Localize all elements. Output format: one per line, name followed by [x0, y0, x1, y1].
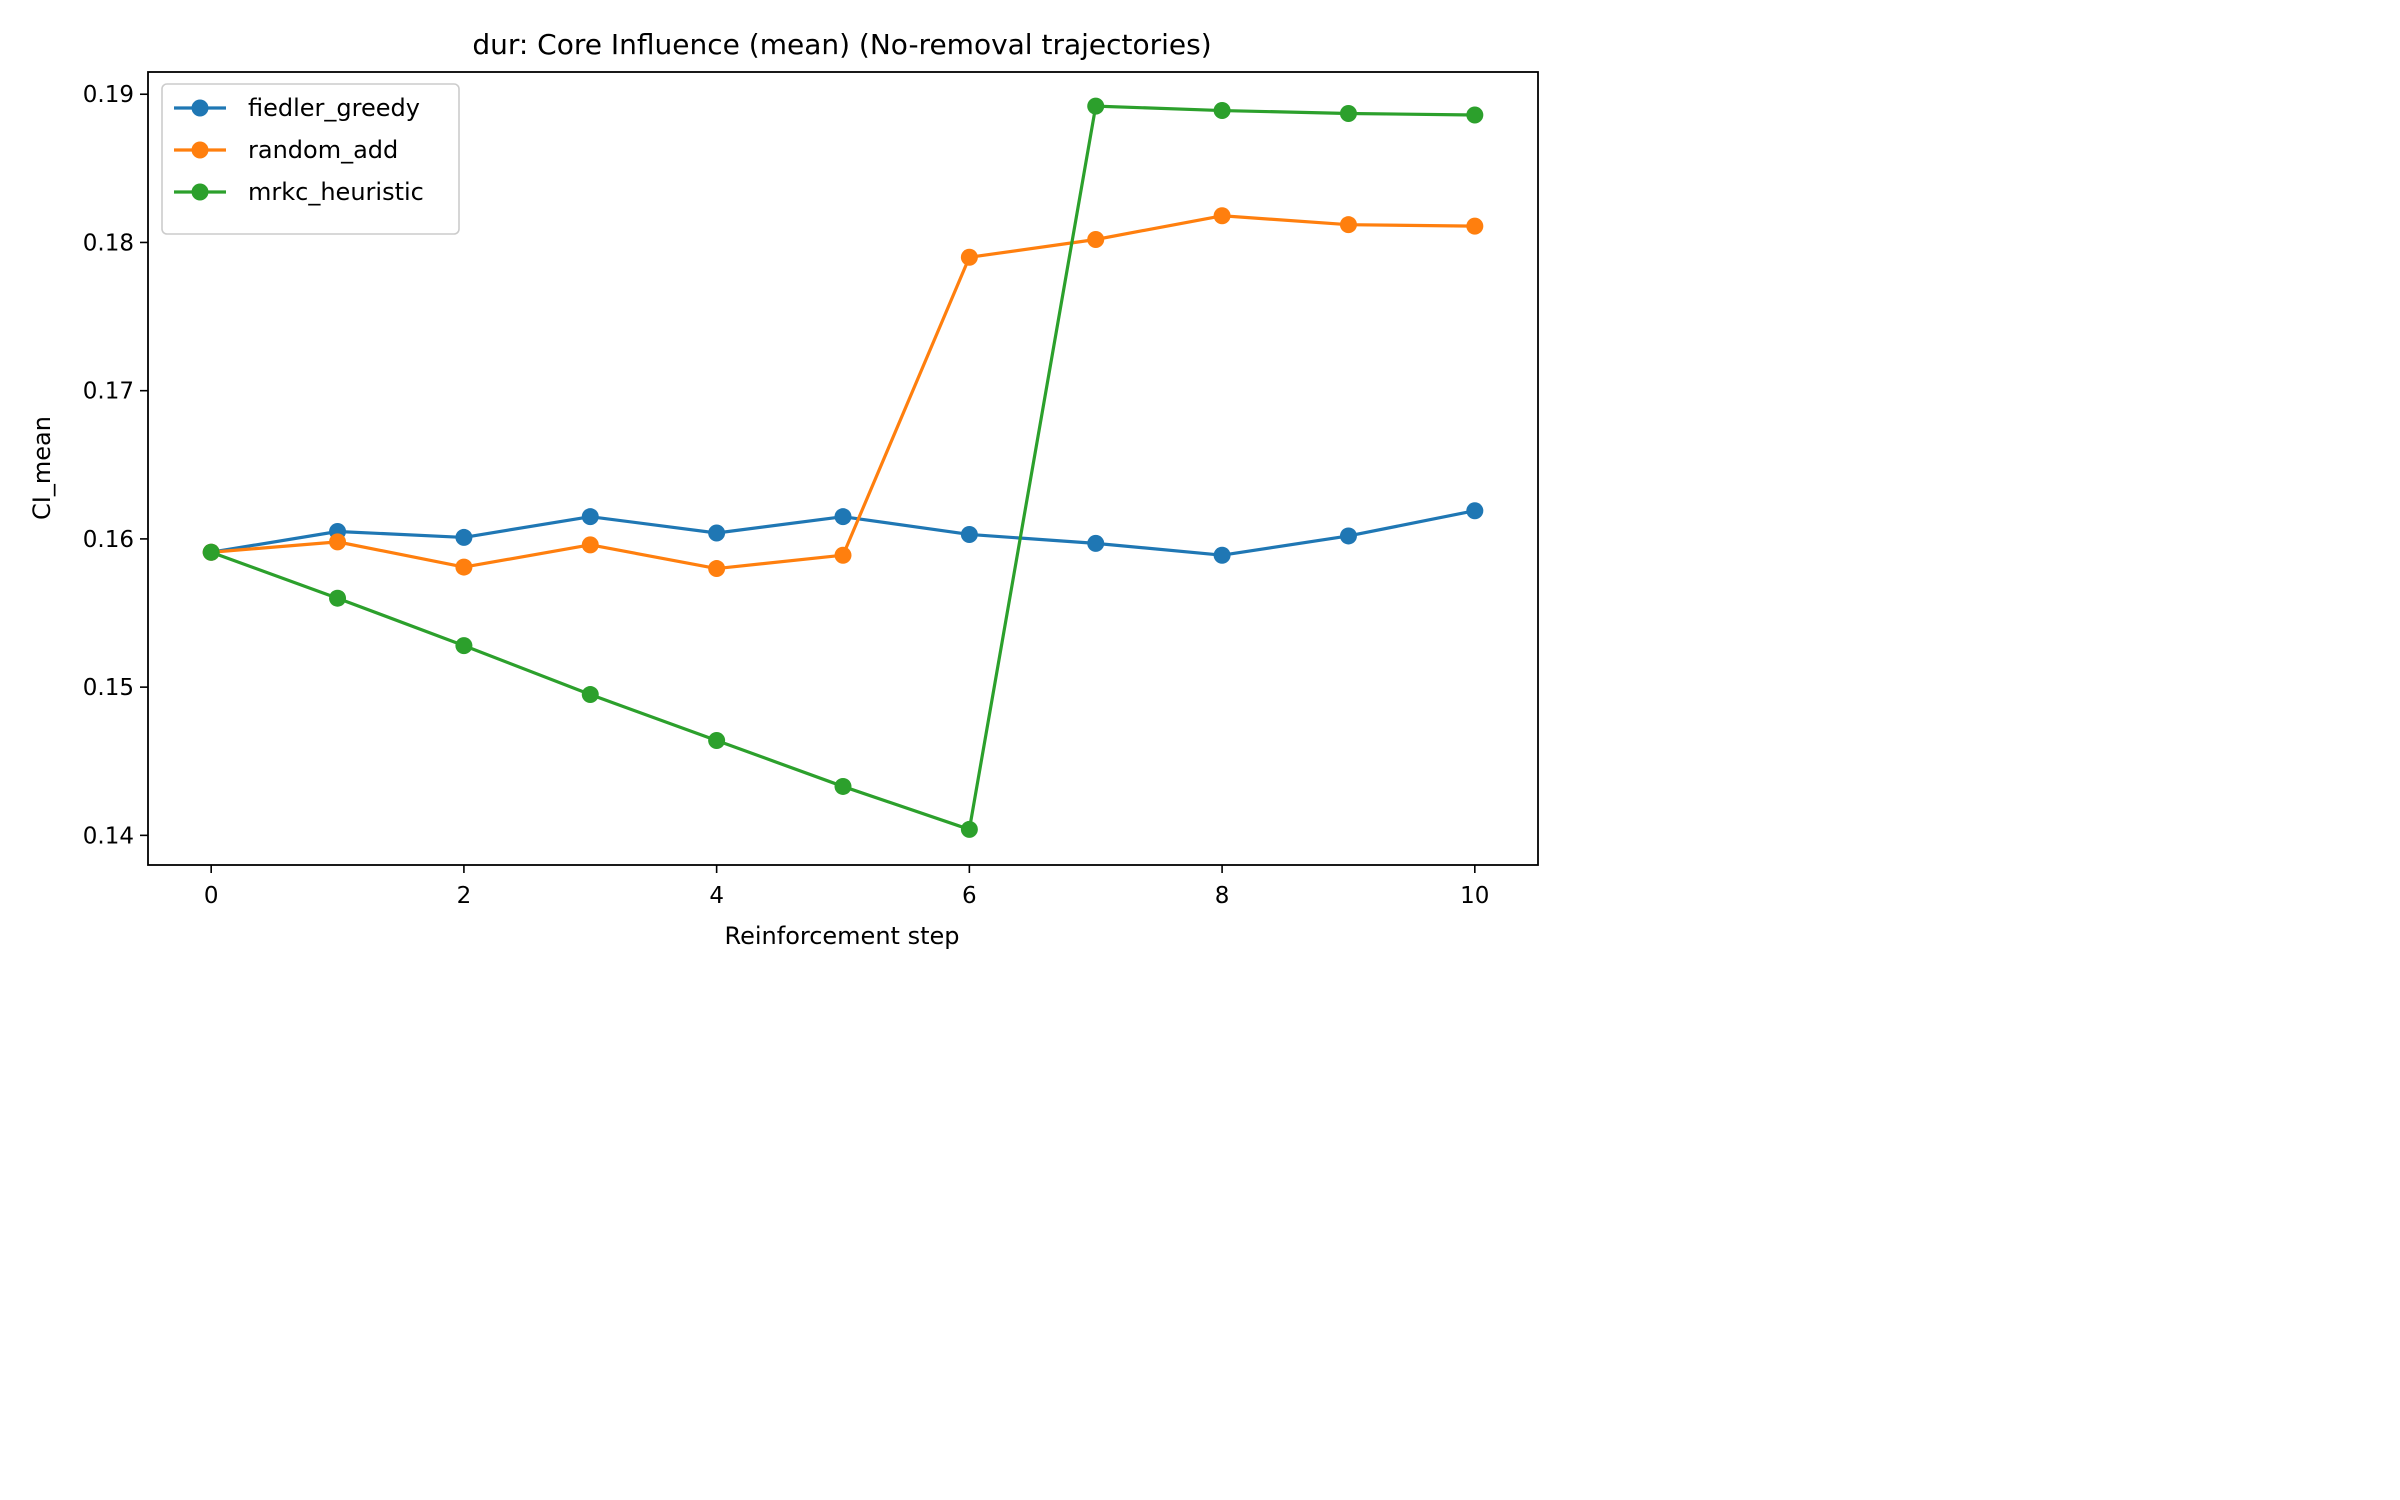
data-point-mrkc-heuristic: [1339, 105, 1357, 123]
data-point-mrkc-heuristic: [1213, 102, 1231, 120]
y-axis-label: CI_mean: [28, 416, 56, 520]
y-tick-label: 0.16: [83, 527, 134, 553]
data-point-mrkc-heuristic: [1087, 97, 1105, 115]
data-point-random-add: [1339, 216, 1357, 234]
data-point-mrkc-heuristic: [455, 637, 473, 655]
data-point-mrkc-heuristic: [1466, 106, 1484, 124]
legend-label-mrkc-heuristic: mrkc_heuristic: [248, 178, 424, 206]
data-point-fiedler-greedy: [1466, 502, 1484, 520]
chart-title: dur: Core Influence (mean) (No-removal t…: [472, 28, 1211, 61]
legend: fiedler_greedy random_add mrkc_heuristic: [161, 83, 460, 235]
data-point-fiedler-greedy: [708, 524, 726, 542]
axes: 0 2 4 6 8 10 0.14 0.15 0.16 0.17 0.18 0.19: [83, 71, 1539, 909]
data-point-random-add: [1466, 217, 1484, 235]
data-point-fiedler-greedy: [1087, 534, 1105, 552]
y-tick-label: 0.17: [83, 379, 134, 405]
data-point-fiedler-greedy: [581, 508, 599, 526]
data-point-random-add: [455, 558, 473, 576]
data-point-mrkc-heuristic: [708, 731, 726, 749]
legend-marker-random-add: [191, 141, 209, 159]
legend-label-fiedler-greedy: fiedler_greedy: [248, 94, 420, 122]
x-tick-label: 0: [204, 883, 219, 909]
x-axis-label: Reinforcement step: [725, 922, 960, 950]
data-point-mrkc-heuristic: [202, 543, 220, 561]
data-point-mrkc-heuristic: [329, 589, 347, 607]
legend-marker-mrkc-heuristic: [191, 183, 209, 201]
data-point-fiedler-greedy: [960, 525, 978, 543]
y-tick-label: 0.15: [83, 675, 134, 701]
x-tick-label: 4: [709, 883, 724, 909]
data-point-fiedler-greedy: [834, 508, 852, 526]
data-point-random-add: [1213, 207, 1231, 225]
y-tick-label: 0.18: [83, 230, 134, 256]
data-point-mrkc-heuristic: [960, 820, 978, 838]
legend-marker-fiedler-greedy: [191, 99, 209, 117]
x-tick-label: 6: [962, 883, 977, 909]
data-point-random-add: [1087, 230, 1105, 248]
data-point-random-add: [581, 536, 599, 554]
plot-area: [202, 97, 1484, 838]
legend-box: [161, 83, 460, 235]
data-point-mrkc-heuristic: [581, 686, 599, 704]
data-point-random-add: [960, 248, 978, 266]
data-point-random-add: [834, 546, 852, 564]
line-chart: dur: Core Influence (mean) (No-removal t…: [0, 0, 1564, 978]
data-point-fiedler-greedy: [1213, 546, 1231, 564]
data-point-mrkc-heuristic: [834, 777, 852, 795]
x-tick-label: 8: [1215, 883, 1230, 909]
x-tick-label: 2: [457, 883, 472, 909]
data-point-fiedler-greedy: [1339, 527, 1357, 545]
data-point-fiedler-greedy: [455, 528, 473, 546]
axes-frame: [147, 71, 1539, 866]
x-tick-label: 10: [1460, 883, 1489, 909]
data-point-random-add: [708, 560, 726, 578]
y-tick-label: 0.14: [83, 823, 134, 849]
y-tick-label: 0.19: [83, 82, 134, 108]
data-point-random-add: [329, 533, 347, 551]
legend-label-random-add: random_add: [248, 136, 398, 164]
